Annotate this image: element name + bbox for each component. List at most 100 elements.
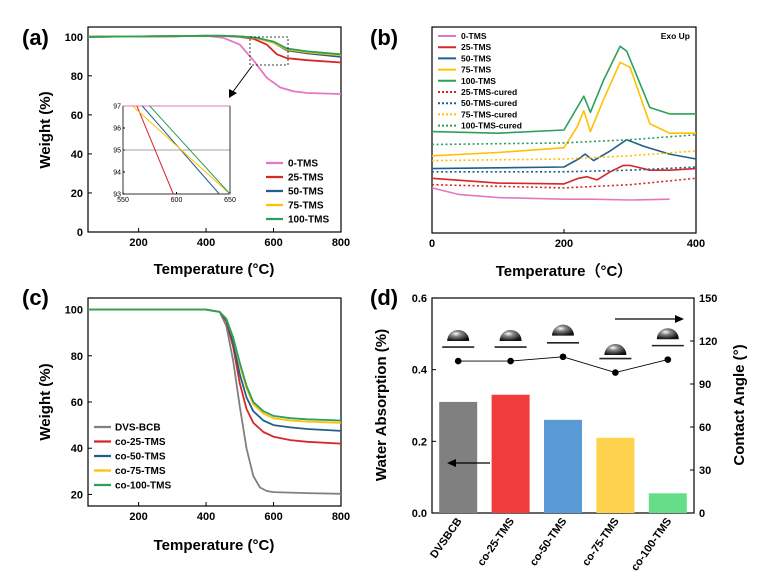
- y2-tick-label: 150: [699, 293, 717, 305]
- legend-label: 75-TMS: [288, 201, 324, 212]
- panel-a-ylabel: Weight (%): [37, 91, 54, 168]
- panel-a-frame: [87, 26, 342, 233]
- water-droplet: [656, 328, 679, 340]
- panel-letter-c: (c): [22, 285, 49, 310]
- zoom-arrow: [231, 65, 253, 94]
- panel-d-y2label: Contact Angle (°): [731, 344, 748, 465]
- y-tick-label: 0.4: [412, 365, 428, 377]
- y-tick-label: 97: [113, 104, 121, 111]
- panel-a-xlabel: Temperature (°C): [154, 261, 275, 278]
- x-tick-label: 400: [687, 238, 705, 250]
- left-axis-arrow-head: [447, 459, 456, 467]
- series-line-100-TMS: [149, 105, 231, 195]
- contact-angle-point: [454, 357, 462, 365]
- bar-co-75-TMS: [596, 437, 635, 513]
- bar-DVSBCB: [439, 401, 478, 513]
- y-tick-label: 0.2: [412, 436, 427, 448]
- panel-c-legend: DVS-BCB co-25-TMS co-50-TMS co-75-TMS co-100…: [94, 423, 171, 492]
- legend-label: 75-TMS: [461, 65, 492, 75]
- series-line-100-TMS: [87, 34, 342, 56]
- panel-d-ylabel: Water Absorption (%): [373, 329, 390, 481]
- series-line-50-TMS: [431, 138, 697, 170]
- legend-label: 0-TMS: [288, 159, 318, 170]
- y2-tick-label: 30: [699, 465, 711, 477]
- y-tick-label: 96: [113, 126, 121, 133]
- panel-a-chart: 200 400 600 800 0 20 40 60 80 100 550 600 650 93 94 95…: [37, 26, 350, 278]
- series-line-0-TMS: [431, 187, 670, 201]
- legend-label: 50-TMS-cured: [461, 98, 517, 108]
- exo-up-annotation: Exo Up: [661, 31, 690, 41]
- series-line-co-50-TMS: [88, 308, 342, 432]
- legend-label: 50-TMS: [288, 187, 324, 198]
- x-tick-label: 800: [332, 511, 350, 523]
- panel-letter-d: (d): [370, 285, 398, 310]
- y-tick-label: 0: [77, 227, 83, 239]
- legend-label: 100-TMS: [288, 215, 329, 226]
- y-tick-label: 94: [113, 170, 121, 177]
- panel-c-ylabel: Weight (%): [37, 363, 54, 440]
- y2-tick-label: 0: [699, 508, 705, 520]
- y-tick-label: 60: [71, 397, 83, 409]
- legend-label: 25-TMS: [461, 42, 492, 52]
- bar-co-50-TMS: [544, 419, 582, 513]
- legend-label: 100-TMS-cured: [461, 121, 522, 131]
- legend-label: 25-TMS: [288, 173, 324, 184]
- contact-angle-point: [612, 369, 619, 376]
- contact-angle-point: [559, 353, 567, 361]
- x-tick-label: co-50-TMS: [528, 516, 570, 568]
- x-tick-label: 650: [224, 197, 236, 204]
- x-tick-label: 0: [429, 238, 435, 250]
- water-droplet: [552, 324, 574, 336]
- panel-d-chart: 0.0 0.2 0.4 0.6 0 30 60 90 120 150 DVSBCB co-25-TMS…: [373, 293, 748, 573]
- x-tick-label: co-75-TMS: [580, 516, 622, 568]
- panel-b-xlabel: Temperature（°C）: [496, 262, 633, 280]
- y-tick-label: 60: [71, 110, 83, 122]
- x-tick-label: 600: [171, 197, 183, 204]
- water-droplet: [499, 329, 522, 341]
- panel-a-legend: 0-TMS 25-TMS 50-TMS 75-TMS 100-TMS: [266, 159, 329, 226]
- water-droplet: [447, 329, 470, 341]
- x-tick-label: 800: [332, 237, 350, 249]
- legend-label: 0-TMS: [461, 31, 487, 41]
- zoom-arrow-head: [229, 89, 237, 98]
- legend-label: co-25-TMS: [115, 437, 166, 448]
- y-tick-label: 20: [71, 188, 83, 200]
- panel-letter-b: (b): [370, 25, 398, 50]
- legend-label: DVS-BCB: [115, 423, 161, 434]
- x-tick-label: 200: [129, 237, 147, 249]
- series-line-100-TMS: [431, 45, 696, 134]
- legend-label: 50-TMS: [461, 53, 492, 63]
- x-tick-label: 600: [264, 511, 282, 523]
- water-droplet: [604, 343, 627, 355]
- series-line-25-TMS: [136, 105, 174, 195]
- legend-label: 100-TMS: [461, 76, 496, 86]
- panel-letter-a: (a): [22, 25, 49, 50]
- legend-label: co-75-TMS: [115, 466, 166, 477]
- y-tick-label: 40: [71, 149, 83, 161]
- y-tick-label: 80: [71, 71, 83, 83]
- series-line-co-100-TMS: [88, 308, 342, 422]
- x-tick-label: 550: [117, 197, 129, 204]
- legend-label: co-50-TMS: [115, 452, 166, 463]
- panel-c-chart: 200 400 600 800 20 40 60 80 100 DVS-BCB co-25-TMS…: [37, 297, 350, 554]
- zoom-region-box: [249, 36, 289, 66]
- series-line-25-TMS: [87, 34, 342, 64]
- y-tick-label: 80: [71, 351, 83, 363]
- y-tick-label: 100: [65, 32, 83, 44]
- series-line-25-TMS-cured: [431, 177, 697, 189]
- y-tick-label: 95: [113, 148, 121, 155]
- x-tick-label: 400: [197, 237, 215, 249]
- series-line-75-TMS: [431, 61, 696, 157]
- x-tick-label: 600: [264, 237, 282, 249]
- series-line-50-TMS-cured: [432, 166, 697, 173]
- series-line-75-TMS: [87, 34, 342, 57]
- right-axis-arrow-head: [675, 315, 684, 323]
- y2-tick-label: 120: [699, 336, 717, 348]
- bar-co-100-TMS: [648, 493, 687, 513]
- y-tick-label: 40: [71, 443, 83, 455]
- series-line-co-75-TMS: [88, 308, 342, 424]
- series-line-50-TMS: [87, 34, 342, 58]
